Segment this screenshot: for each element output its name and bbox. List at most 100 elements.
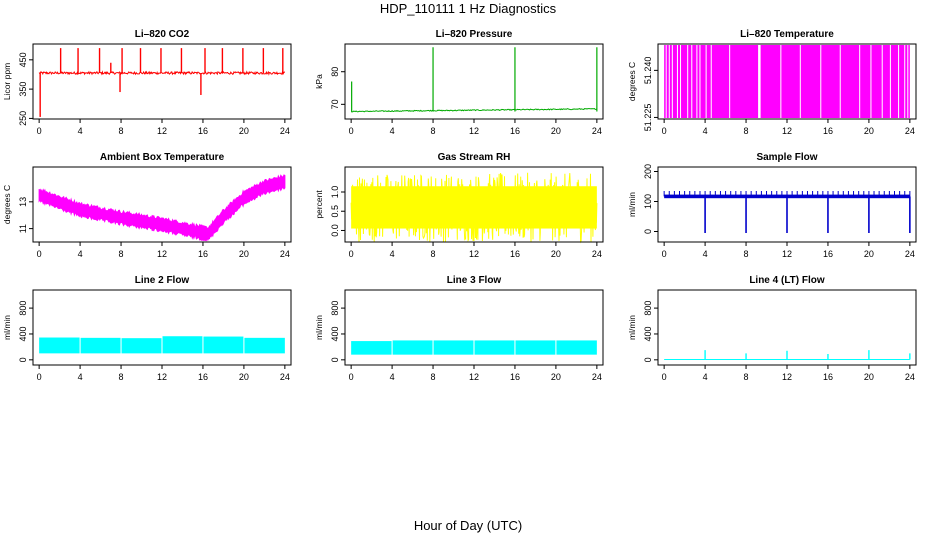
x-tick-label: 4 — [390, 372, 395, 382]
series-ambient-temp — [38, 174, 286, 242]
series-co2 — [38, 48, 286, 117]
x-tick-label: 8 — [119, 372, 124, 382]
panel-ambient-temp: Ambient Box Temperature degrees C 0 4 8 12 16 2… — [2, 152, 292, 259]
x-tick-label: 4 — [703, 249, 708, 259]
x-tick-label: 12 — [157, 372, 167, 382]
panel-title: Sample Flow — [756, 152, 817, 163]
x-tick-label: 0 — [349, 372, 354, 382]
flow-segment — [556, 340, 597, 355]
series-rh — [350, 172, 598, 244]
series-line — [38, 70, 286, 76]
panel-title: Ambient Box Temperature — [100, 152, 225, 163]
series-pressure — [351, 47, 598, 113]
x-tick-label: 20 — [864, 249, 874, 259]
x-tick-label: 12 — [782, 126, 792, 136]
panel-line3-flow: Line 3 Flow ml/min 0 4 8 12 16 20 24 0 400 800 — [314, 275, 604, 382]
x-tick-label: 4 — [703, 372, 708, 382]
panel-line4-flow: Line 4 (LT) Flow ml/min 0 4 8 12 16 20 24 0 400 800 — [627, 275, 917, 382]
y-axis-label: ml/min — [627, 315, 637, 340]
x-tick-label: 24 — [592, 372, 602, 382]
x-tick-label: 20 — [239, 126, 249, 136]
x-tick-label: 0 — [349, 249, 354, 259]
flow-segment — [121, 338, 162, 354]
x-tick-label: 16 — [198, 372, 208, 382]
plot-frame — [32, 289, 292, 366]
x-tick-label: 0 — [37, 249, 42, 259]
x-tick-label: 20 — [864, 372, 874, 382]
panel-title: Gas Stream RH — [438, 152, 511, 163]
y-tick-label: 0.5 — [330, 205, 340, 218]
x-tick-label: 0 — [662, 126, 667, 136]
flow-segment — [244, 337, 285, 354]
y-axis-label: Licor ppm — [2, 63, 12, 100]
y-axis-label: degrees C — [2, 185, 12, 224]
x-tick-label: 24 — [592, 249, 602, 259]
y-axis-label: ml/min — [314, 315, 324, 340]
panel-sample-flow: Sample Flow ml/min 0 4 8 12 16 20 24 0 100 200 — [627, 152, 917, 259]
y-tick-label: 400 — [643, 326, 653, 341]
series-line3-flow — [351, 340, 597, 355]
flow-segment — [80, 337, 121, 354]
x-tick-label: 12 — [782, 372, 792, 382]
flow-segment — [351, 341, 392, 355]
x-tick-label: 24 — [280, 372, 290, 382]
series-line — [350, 172, 598, 244]
flow-segment — [474, 340, 515, 355]
x-tick-label: 16 — [510, 126, 520, 136]
panel-title: Li–820 Temperature — [740, 29, 834, 40]
x-tick-label: 16 — [198, 126, 208, 136]
x-tick-label: 24 — [592, 126, 602, 136]
y-tick-label: 13 — [18, 197, 28, 207]
x-tick-label: 16 — [510, 372, 520, 382]
y-tick-label: 450 — [18, 52, 28, 67]
flow-segment — [515, 340, 556, 355]
x-tick-label: 20 — [239, 249, 249, 259]
y-tick-label: 51.240 — [643, 57, 653, 85]
x-tick-label: 4 — [390, 249, 395, 259]
panel-title: Line 2 Flow — [135, 275, 190, 286]
y-tick-label: 80 — [330, 67, 340, 77]
x-tick-label: 20 — [551, 372, 561, 382]
x-tick-label: 16 — [198, 249, 208, 259]
x-tick-label: 12 — [469, 372, 479, 382]
x-tick-label: 16 — [823, 126, 833, 136]
x-tick-label: 12 — [782, 249, 792, 259]
x-tick-label: 8 — [431, 126, 436, 136]
x-tick-label: 24 — [905, 126, 915, 136]
x-tick-label: 24 — [280, 126, 290, 136]
x-tick-label: 0 — [37, 126, 42, 136]
flow-segment — [162, 336, 203, 354]
x-tick-label: 24 — [905, 372, 915, 382]
x-tick-label: 8 — [119, 249, 124, 259]
x-tick-label: 12 — [157, 249, 167, 259]
plot-frame — [344, 43, 604, 120]
y-tick-label: 100 — [643, 194, 653, 209]
series-line4-flow — [664, 350, 911, 361]
series-line2-flow — [39, 336, 285, 354]
y-tick-label: 800 — [330, 301, 340, 316]
x-tick-label: 8 — [431, 372, 436, 382]
y-axis-label: ml/min — [627, 192, 637, 217]
y-tick-label: 350 — [18, 82, 28, 97]
flow-segment — [433, 340, 474, 355]
x-tick-label: 4 — [703, 126, 708, 136]
x-tick-label: 16 — [823, 372, 833, 382]
y-tick-label: 0 — [18, 357, 28, 362]
y-axis-label: ml/min — [2, 315, 12, 340]
x-tick-label: 4 — [390, 126, 395, 136]
x-tick-label: 8 — [744, 372, 749, 382]
x-tick-label: 0 — [349, 126, 354, 136]
y-tick-label: 70 — [330, 99, 340, 109]
flow-segment — [392, 340, 433, 355]
series-licor-temp — [664, 45, 910, 118]
panel-title: Line 4 (LT) Flow — [749, 275, 825, 286]
x-tick-label: 12 — [469, 126, 479, 136]
x-tick-label: 8 — [119, 126, 124, 136]
x-tick-label: 0 — [37, 372, 42, 382]
x-tick-label: 4 — [78, 249, 83, 259]
x-tick-label: 8 — [431, 249, 436, 259]
y-tick-label: 250 — [18, 111, 28, 126]
y-tick-label: 51.225 — [643, 104, 653, 132]
x-tick-label: 12 — [469, 249, 479, 259]
